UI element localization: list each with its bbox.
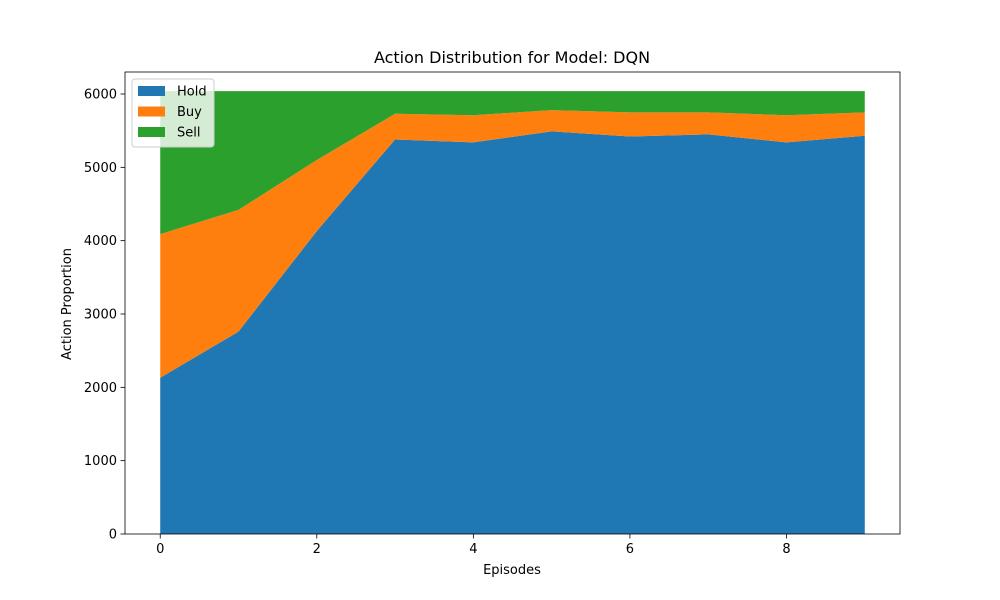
area-sell (160, 91, 865, 235)
y-axis-ticks: 0 1000 2000 3000 4000 5000 6000 (84, 88, 125, 543)
y-tick-label: 0 (109, 528, 117, 543)
y-tick-label: 3000 (84, 308, 117, 323)
y-axis-label: Action Proportion (60, 248, 75, 360)
x-axis-ticks: 0 2 4 6 8 (156, 534, 791, 557)
area-layers (160, 91, 865, 534)
x-tick-label: 4 (469, 542, 477, 557)
plot-frame (124, 71, 901, 535)
x-tick-label: 2 (313, 542, 321, 557)
x-tick-label: 0 (156, 542, 164, 557)
y-tick-label: 5000 (84, 161, 117, 176)
x-tick-label: 6 (626, 542, 634, 557)
legend-swatch-sell (138, 127, 165, 137)
legend-label-hold: Hold (177, 85, 207, 100)
area-buy (160, 110, 865, 378)
y-tick-label: 4000 (84, 234, 117, 249)
y-tick-label: 6000 (84, 88, 117, 103)
x-axis-label: Episodes (483, 563, 541, 578)
legend-label-sell: Sell (177, 126, 200, 141)
y-tick-label: 2000 (84, 381, 117, 396)
legend-label-buy: Buy (177, 105, 202, 120)
legend-swatch-hold (138, 86, 165, 96)
chart-title: Action Distribution for Model: DQN (374, 48, 650, 67)
y-tick-label: 1000 (84, 454, 117, 469)
x-tick-label: 8 (782, 542, 790, 557)
area-hold (160, 131, 865, 534)
legend: Hold Buy Sell (131, 78, 215, 148)
legend-swatch-buy (138, 106, 165, 117)
